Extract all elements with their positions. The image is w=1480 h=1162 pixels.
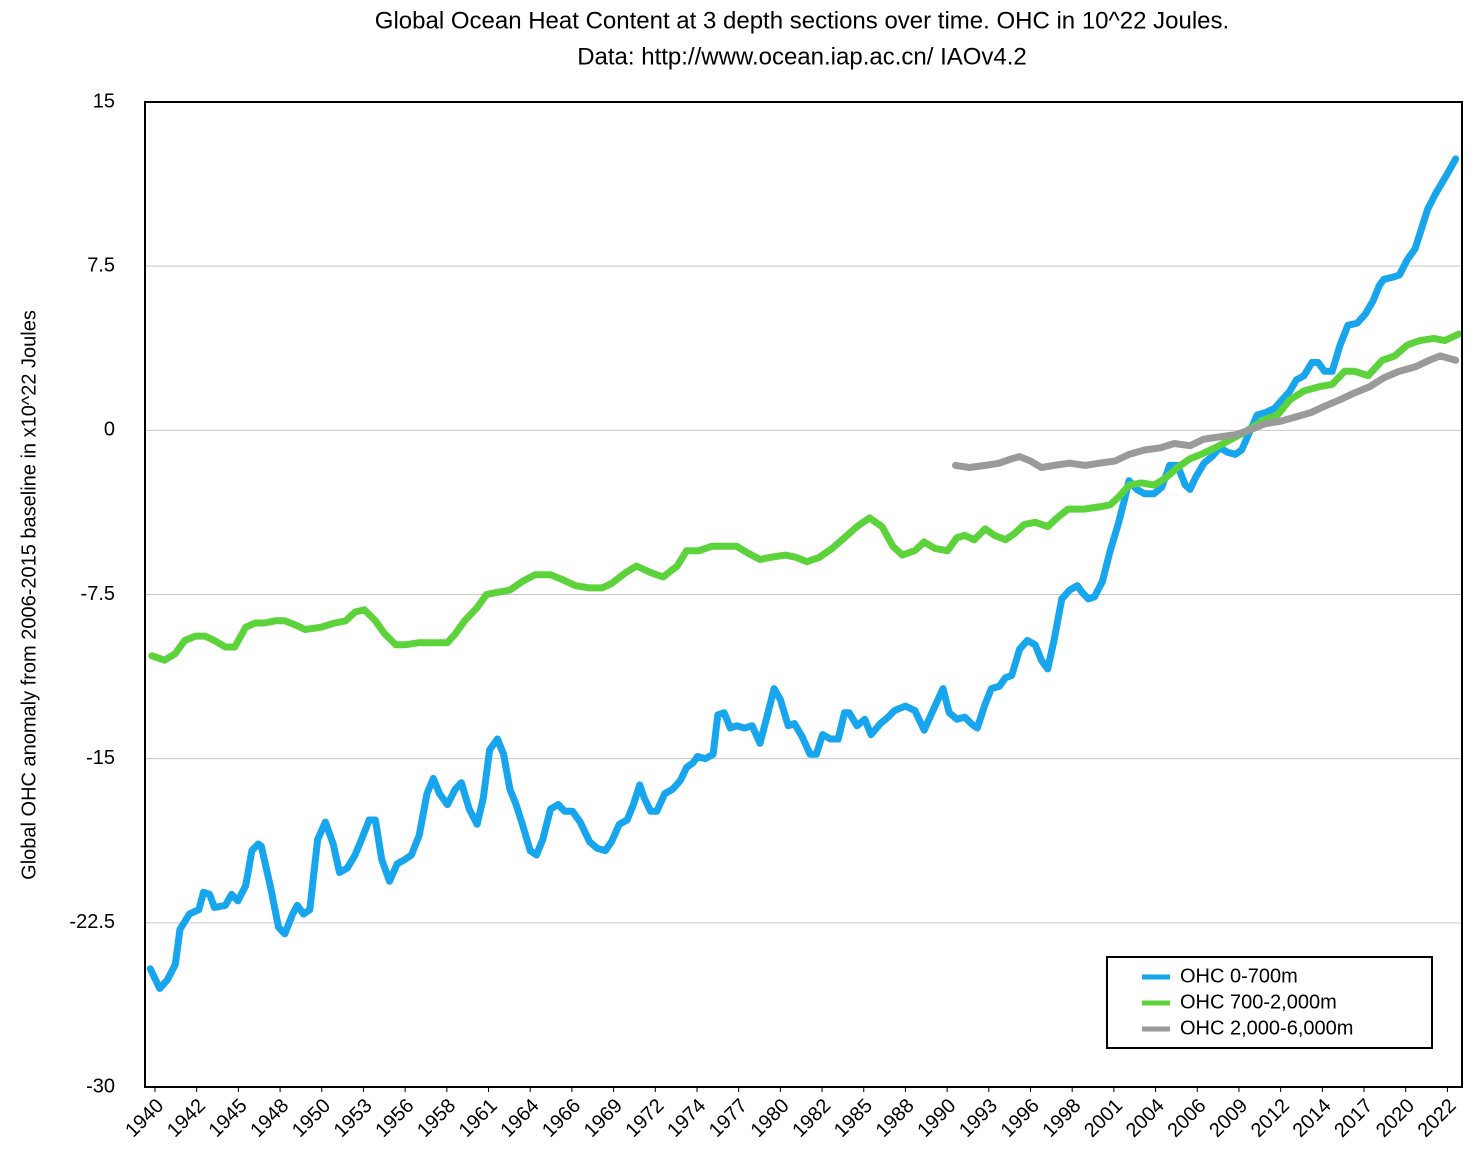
y-tick-label: -15 bbox=[86, 747, 115, 769]
chart-title: Global Ocean Heat Content at 3 depth sec… bbox=[375, 7, 1229, 34]
y-tick-label: -22.5 bbox=[69, 911, 115, 933]
chart-subtitle: Data: http://www.ocean.iap.ac.cn/ IAOv4.… bbox=[577, 43, 1027, 70]
y-axis-label: Global OHC anomaly from 2006-2015 baseli… bbox=[18, 310, 40, 880]
lines bbox=[146, 155, 1463, 992]
y-tick-label: -7.5 bbox=[81, 583, 115, 605]
legend-label: OHC 0-700m bbox=[1180, 965, 1298, 987]
series-line bbox=[146, 155, 1460, 992]
series-line bbox=[952, 352, 1460, 471]
y-tick-label: 7.5 bbox=[87, 254, 115, 276]
legend-label: OHC 2,000-6,000m bbox=[1180, 1017, 1353, 1039]
plot-frame bbox=[144, 101, 1463, 1088]
y-tick-label: 0 bbox=[104, 419, 115, 441]
y-tick-label: 15 bbox=[93, 90, 115, 112]
legend: OHC 0-700m OHC 700-2,000m OHC 2,000-6,000m bbox=[1106, 956, 1433, 1049]
series-line bbox=[148, 330, 1463, 664]
legend-label: OHC 700-2,000m bbox=[1180, 991, 1337, 1013]
y-tick-label: -30 bbox=[86, 1075, 115, 1097]
